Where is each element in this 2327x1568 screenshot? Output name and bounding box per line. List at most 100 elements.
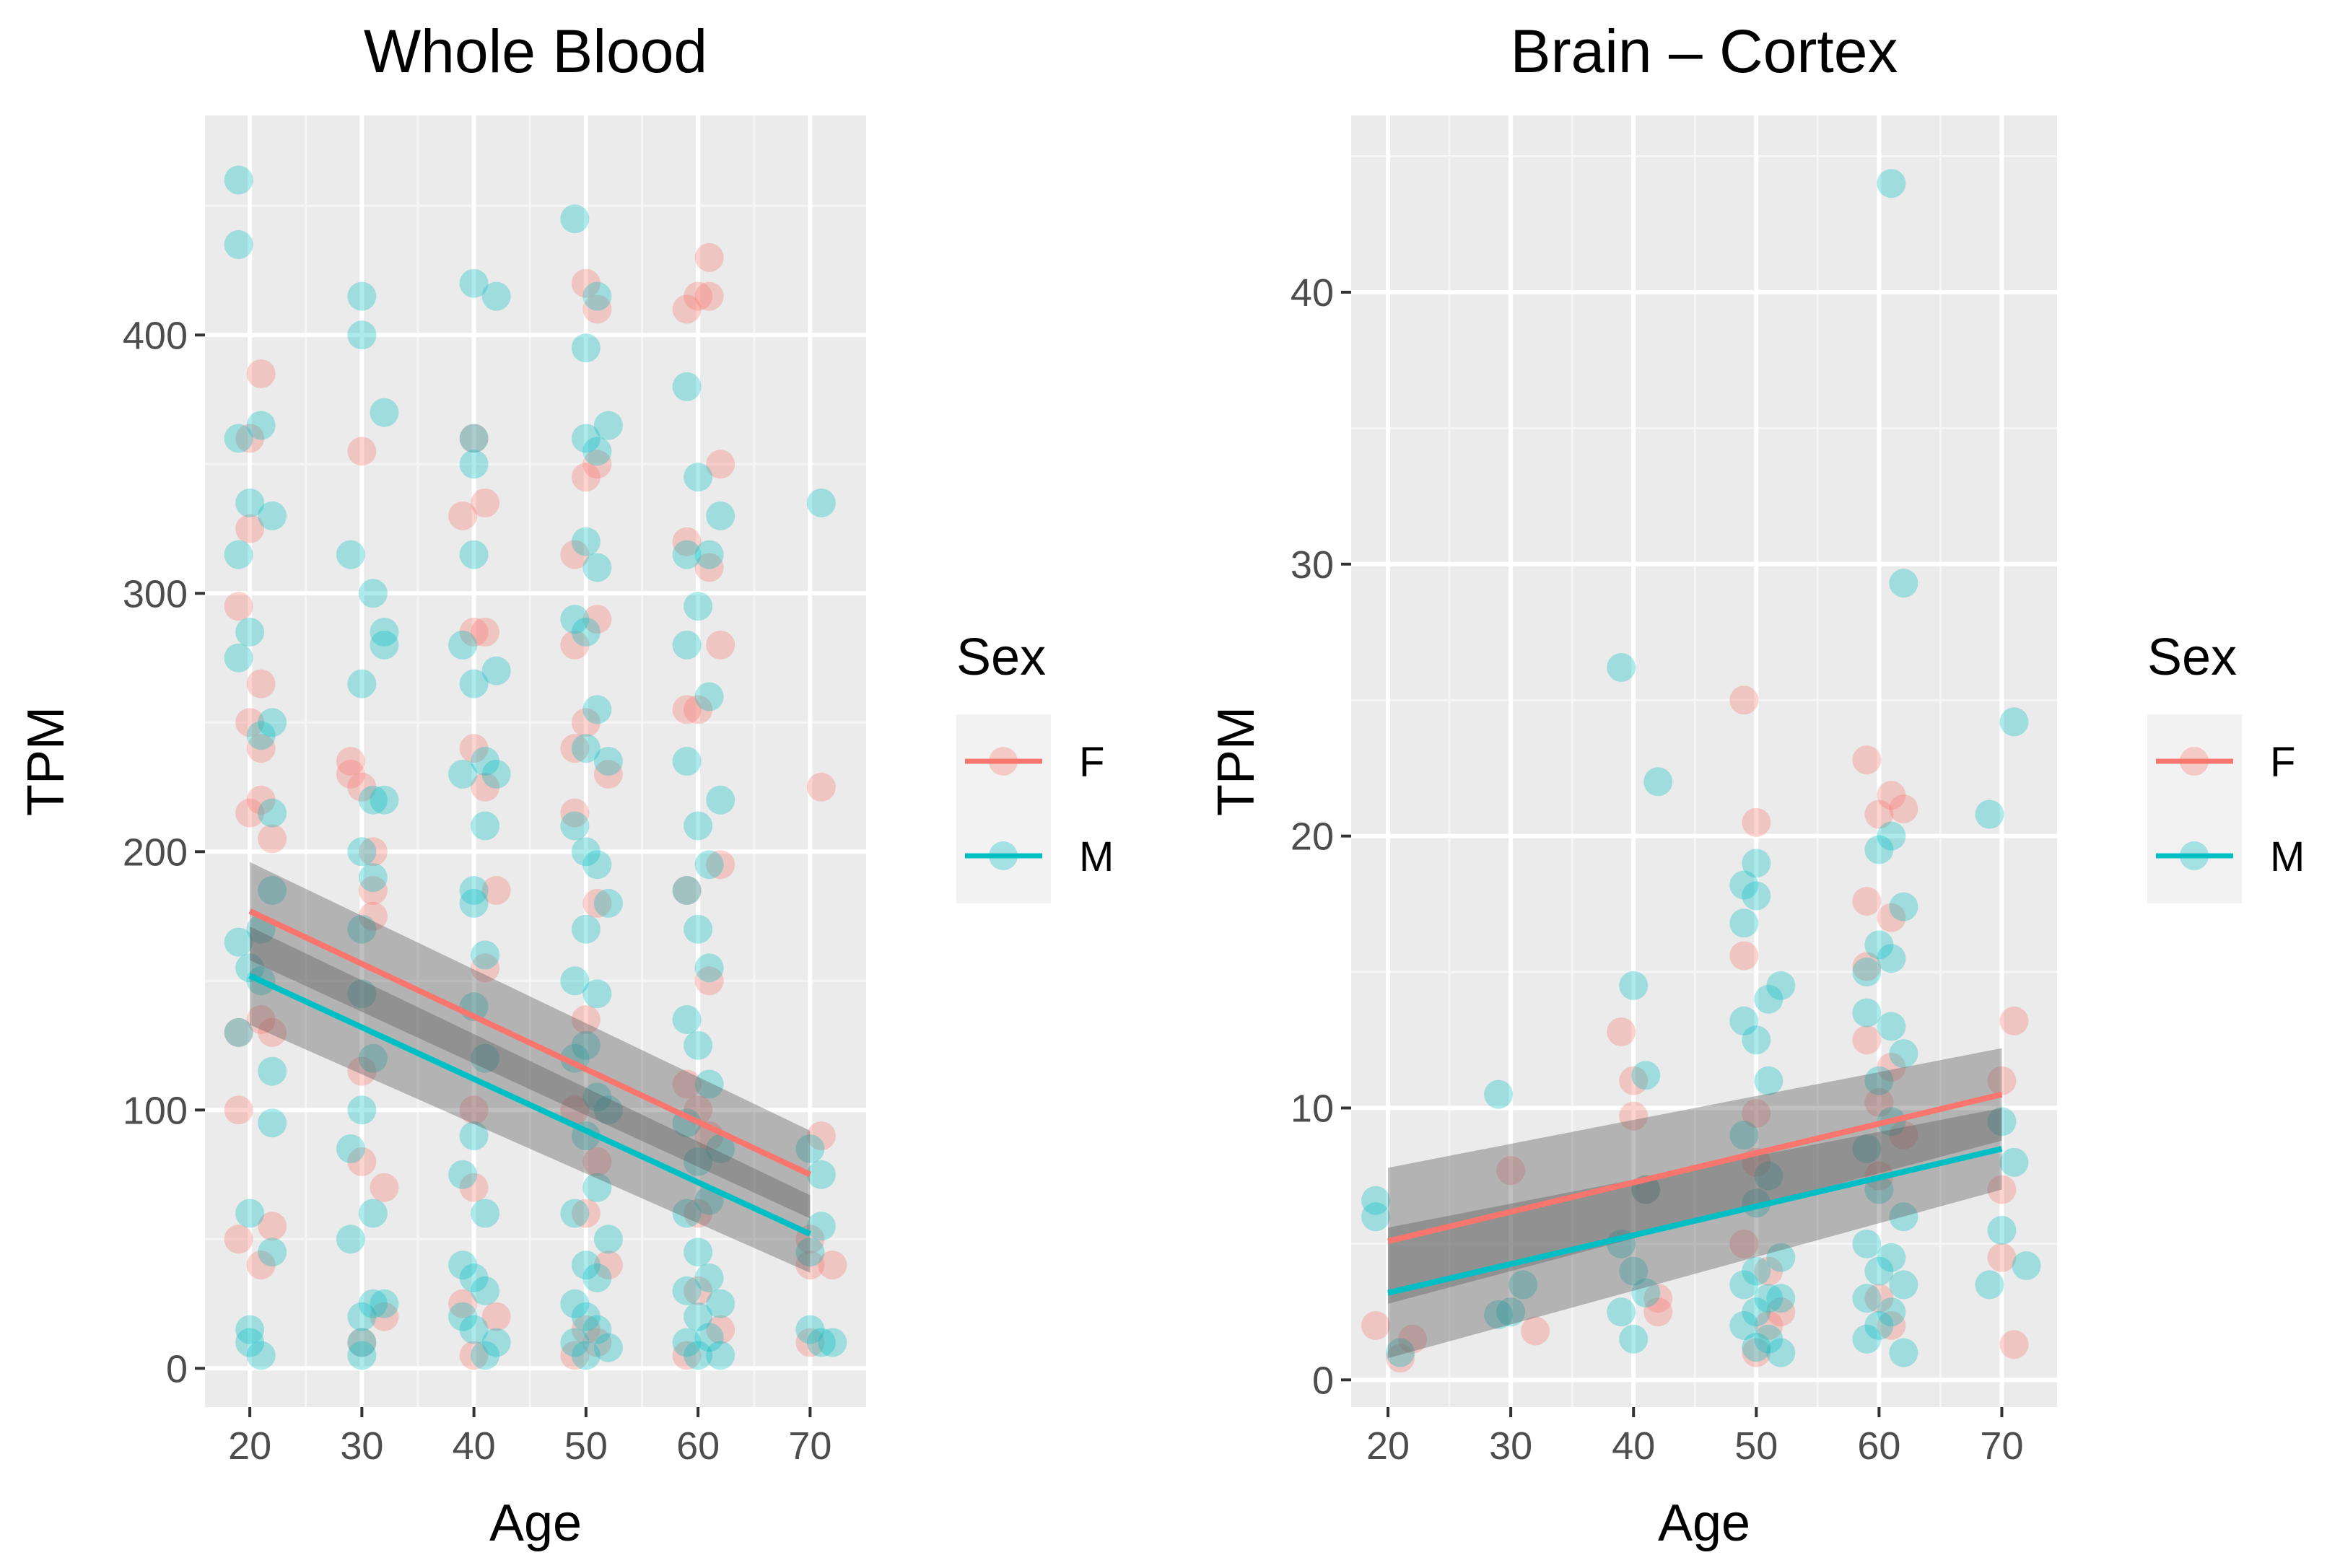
- data-point: [571, 463, 601, 492]
- data-point: [706, 501, 735, 530]
- data-point: [347, 1328, 377, 1357]
- confidence-band-M: [1388, 1108, 2002, 1359]
- data-point: [1975, 1270, 2004, 1300]
- data-point: [560, 1328, 590, 1357]
- data-point: [560, 811, 590, 841]
- x-tick-label: 50: [1734, 1424, 1778, 1468]
- x-tick-label: 30: [340, 1424, 383, 1468]
- x-axis: 20 30 40 50 60 70: [1366, 1407, 2024, 1468]
- legend: Sex FM: [2147, 628, 2305, 903]
- confidence-band-M: [250, 927, 811, 1273]
- data-point: [358, 901, 388, 931]
- data-point: [336, 1134, 365, 1163]
- data-point: [459, 424, 489, 453]
- data-point: [1852, 1229, 1882, 1258]
- data-point: [358, 1289, 388, 1318]
- data-point: [571, 268, 601, 298]
- trend-line-F: [1387, 1091, 2003, 1245]
- data-point: [347, 1056, 377, 1086]
- legend: Sex FM: [956, 628, 1114, 903]
- data-point: [358, 863, 388, 893]
- data-point: [571, 837, 601, 867]
- data-point: [706, 1289, 735, 1318]
- data-point: [1619, 1066, 1649, 1095]
- y-axis: 0 10 20 30 40: [1291, 271, 1351, 1402]
- data-point: [1889, 1039, 1918, 1069]
- data-point: [1754, 1256, 1784, 1286]
- data-point: [358, 876, 388, 905]
- data-point: [358, 579, 388, 608]
- data-point: [235, 514, 265, 543]
- data-point: [1484, 1300, 1514, 1329]
- y-tick-label: 20: [1291, 815, 1334, 859]
- data-point: [1877, 1310, 1906, 1340]
- data-point: [235, 489, 265, 517]
- data-point: [347, 1147, 377, 1176]
- data-point: [672, 747, 702, 776]
- data-point: [1877, 944, 1906, 973]
- data-point: [684, 592, 713, 621]
- trend-line-M: [248, 973, 812, 1237]
- data-point: [1889, 1202, 1918, 1232]
- data-point: [1742, 1338, 1771, 1367]
- data-point: [1754, 1066, 1784, 1095]
- data-point: [694, 553, 724, 582]
- data-point: [224, 592, 253, 621]
- legend-label-M: M: [2270, 833, 2305, 880]
- data-point: [684, 811, 713, 841]
- y-tick-label: 300: [123, 572, 188, 616]
- data-point: [347, 979, 377, 1009]
- x-tick-label: 30: [1489, 1424, 1532, 1468]
- y-tick-label: 0: [1312, 1359, 1334, 1402]
- data-point: [1877, 1297, 1906, 1327]
- data-point: [818, 1328, 847, 1357]
- data-point: [1877, 1243, 1906, 1272]
- data-point: [235, 708, 265, 737]
- data-point: [1742, 881, 1771, 911]
- data-point: [1496, 1156, 1526, 1186]
- data-point: [582, 281, 612, 311]
- data-point: [471, 772, 500, 802]
- data-point: [706, 1315, 735, 1344]
- data-point: [571, 424, 601, 453]
- data-point: [694, 1263, 724, 1292]
- data-point: [1361, 1310, 1391, 1340]
- data-point: [347, 1341, 377, 1370]
- data-point: [1742, 1256, 1771, 1286]
- data-point: [582, 1315, 612, 1344]
- data-point: [795, 1134, 825, 1163]
- data-point: [224, 1017, 253, 1047]
- data-point: [684, 1147, 713, 1176]
- data-point: [1754, 984, 1784, 1014]
- data-point: [672, 527, 702, 556]
- data-point: [1999, 1006, 2029, 1035]
- chart-title: Whole Blood: [364, 17, 707, 85]
- data-point: [1754, 1310, 1784, 1340]
- gridlines: [1351, 115, 2057, 1407]
- data-point: [258, 1108, 287, 1138]
- data-point: [235, 618, 265, 647]
- data-point: [370, 398, 399, 427]
- data-point: [571, 618, 601, 647]
- y-axis-title: TPM: [1208, 706, 1265, 816]
- data-point: [258, 1056, 287, 1086]
- data-point: [370, 618, 399, 647]
- data-point: [224, 1095, 253, 1125]
- data-point: [481, 1302, 511, 1331]
- data-point: [1852, 1134, 1882, 1163]
- data-point: [571, 1302, 601, 1331]
- data-point: [1852, 745, 1882, 775]
- data-point: [1889, 1338, 1918, 1367]
- data-point: [471, 747, 500, 776]
- data-point: [806, 1160, 836, 1189]
- data-point: [571, 1005, 601, 1034]
- data-point: [593, 1251, 623, 1280]
- data-point: [235, 1328, 265, 1357]
- data-point: [684, 914, 713, 944]
- data-point: [1852, 887, 1882, 916]
- legend-title: Sex: [2147, 628, 2237, 686]
- data-point: [1729, 870, 1759, 900]
- data-point: [1766, 1243, 1796, 1272]
- data-point: [370, 630, 399, 660]
- data-point: [560, 1341, 590, 1370]
